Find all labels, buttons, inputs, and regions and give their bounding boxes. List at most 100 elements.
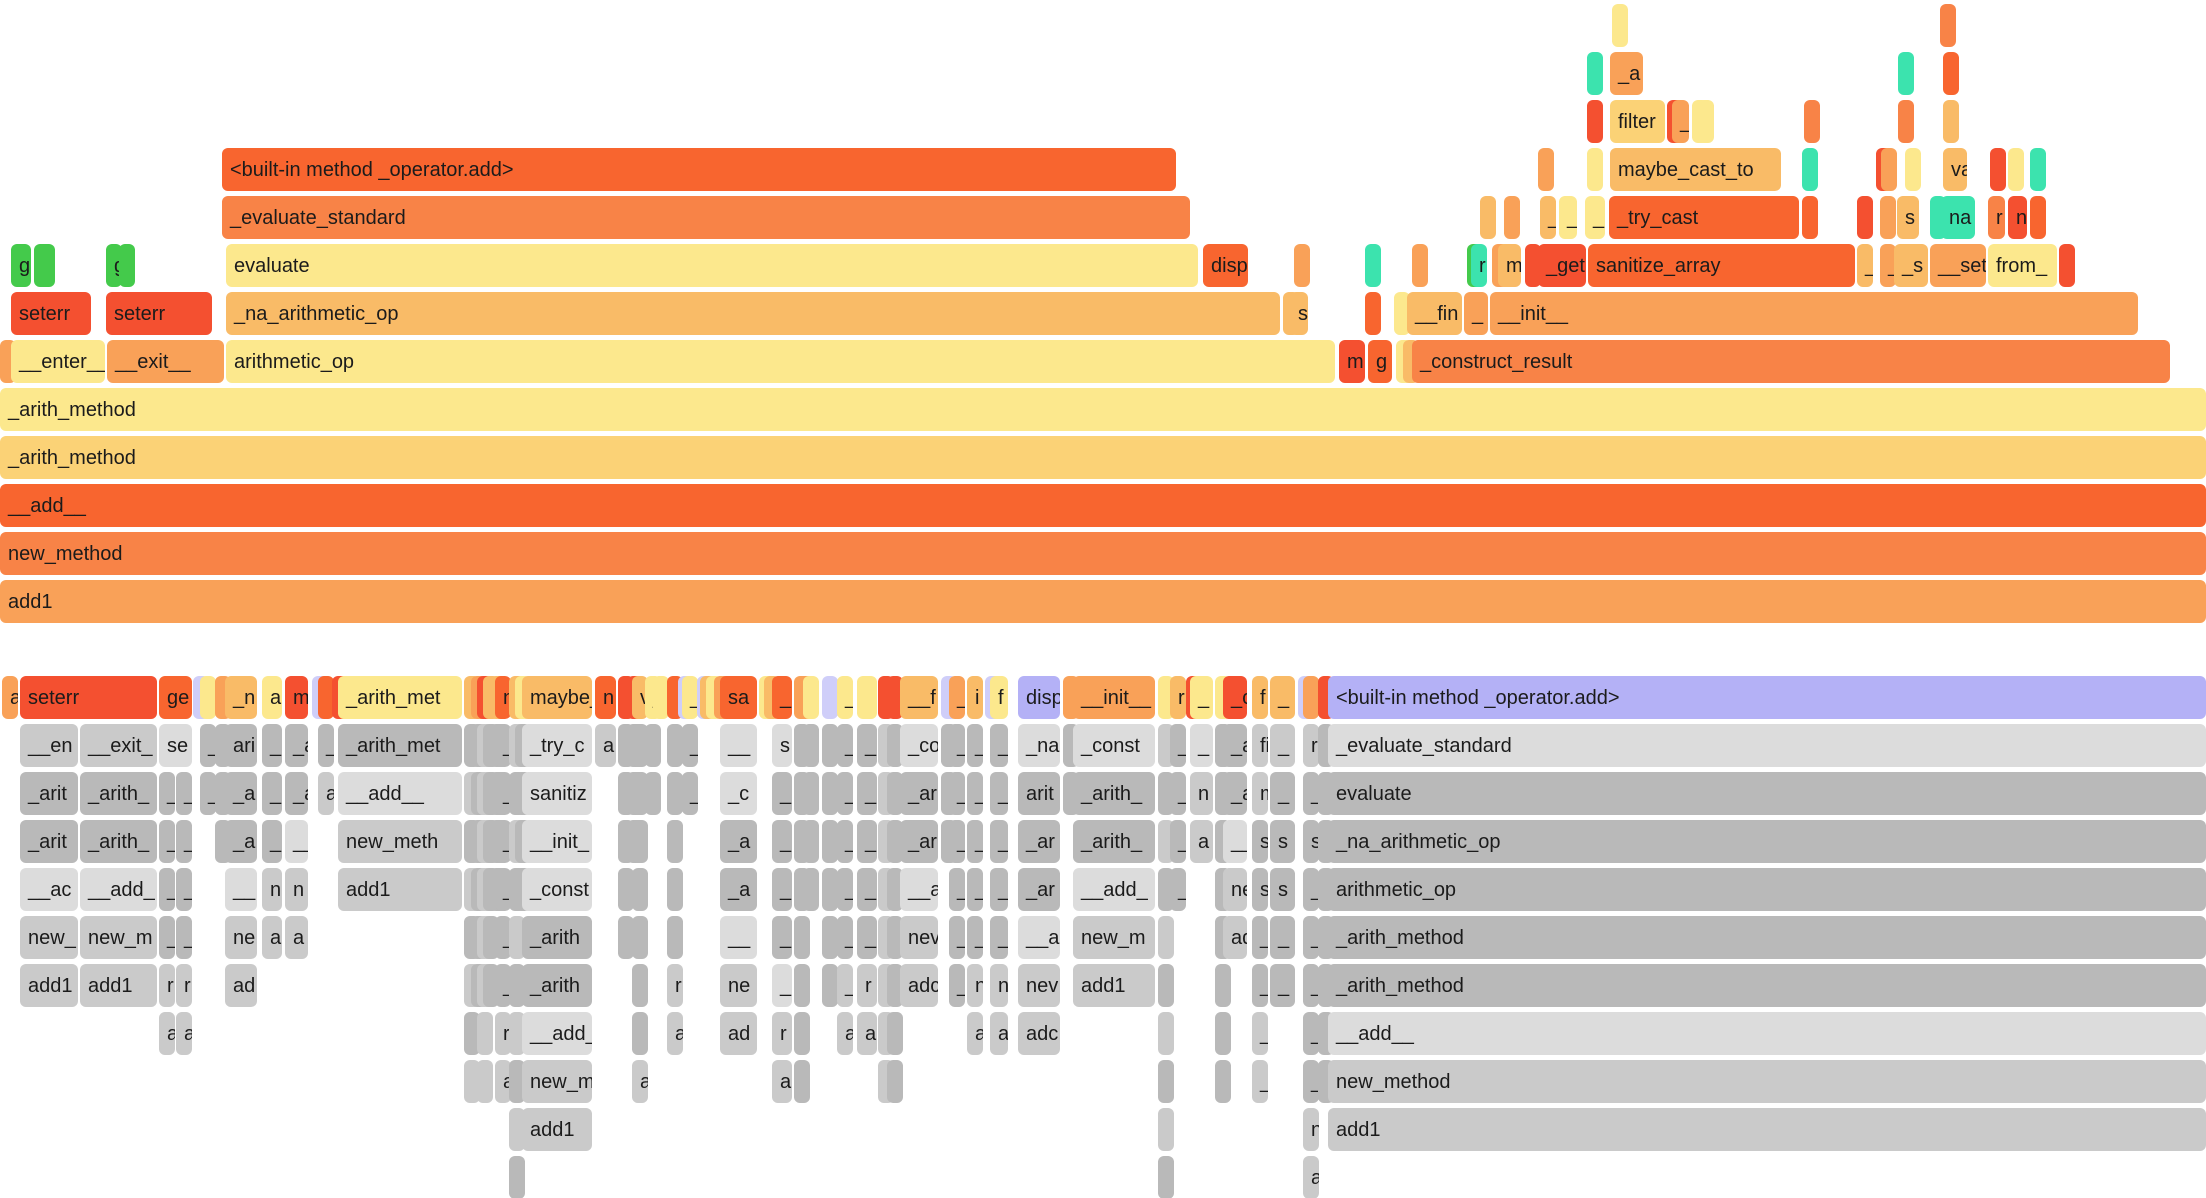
frame-sliver[interactable] (887, 868, 903, 911)
frame-a[interactable]: _a (225, 820, 257, 863)
frame-fin[interactable]: __fin (1407, 292, 1462, 335)
frame-a[interactable]: a (495, 1060, 511, 1103)
frame-sliver[interactable]: _ (990, 724, 1008, 767)
frame-sa[interactable]: sa (720, 676, 757, 719)
frame-sliver[interactable]: _ (772, 916, 792, 959)
frame-const[interactable]: _const (1073, 724, 1155, 767)
frame-sliver[interactable]: _ (837, 964, 853, 1007)
frame-new-meth[interactable]: new_meth (338, 820, 462, 863)
frame-sliver[interactable] (509, 1156, 525, 1198)
frame-sliver[interactable] (822, 820, 838, 863)
frame-add[interactable]: __add__ (0, 484, 2206, 527)
frame-sliver[interactable] (857, 676, 877, 719)
frame-sliver[interactable] (618, 868, 634, 911)
frame-sliver[interactable]: _ (682, 724, 698, 767)
frame-a[interactable]: a (2, 676, 18, 719)
frame-sanitize-array[interactable]: sanitize_array (1588, 244, 1855, 287)
frame-arithmetic-op[interactable]: arithmetic_op (226, 340, 1335, 383)
frame-ge[interactable]: ge (159, 676, 192, 719)
frame-sliver[interactable]: _ (990, 868, 1008, 911)
frame-sliver[interactable] (794, 1012, 810, 1055)
frame-sliver[interactable]: _ (682, 676, 698, 719)
frame-arit[interactable]: arit (1018, 772, 1060, 815)
frame-arith-method[interactable]: _arith_method (0, 436, 2206, 479)
frame-add1[interactable]: add1 (80, 964, 157, 1007)
frame-arith-met[interactable]: _arith_met (338, 676, 462, 719)
frame-seterr[interactable]: seterr (11, 292, 91, 335)
frame-sliver[interactable] (318, 676, 334, 719)
frame-new-m[interactable]: new_m (1073, 916, 1155, 959)
frame-a[interactable]: a (967, 1012, 983, 1055)
frame-sliver[interactable] (1587, 100, 1603, 143)
frame-sliver[interactable] (887, 820, 903, 863)
frame-m[interactable]: m (285, 676, 308, 719)
frame-sliver[interactable]: _ (949, 868, 965, 911)
frame-sliver[interactable] (887, 964, 903, 1007)
frame-sliver[interactable]: _ (1270, 916, 1295, 959)
frame-f[interactable]: f (990, 676, 1008, 719)
frame-sliver[interactable]: _ (857, 820, 877, 863)
frame-sliver[interactable] (803, 676, 819, 719)
frame-sliver[interactable] (1158, 1156, 1174, 1198)
frame-sliver[interactable] (887, 1012, 903, 1055)
frame-sliver[interactable]: _ (967, 868, 983, 911)
frame-sliver[interactable] (645, 772, 661, 815)
frame-sliver[interactable] (1943, 100, 1959, 143)
frame-sliver[interactable] (1881, 148, 1897, 191)
frame-r[interactable]: r (495, 1012, 511, 1055)
frame-sliver[interactable]: _ (262, 724, 282, 767)
frame-n[interactable]: _n (225, 676, 257, 719)
frame-a[interactable]: a (1303, 1156, 1319, 1198)
frame-sliver[interactable] (1504, 196, 1520, 239)
frame-set[interactable]: __set (1930, 244, 1986, 287)
frame-arith[interactable]: _arith_ (1073, 772, 1155, 815)
frame-s[interactable]: s (1252, 868, 1268, 911)
frame-arith-method[interactable]: _arith_method (1328, 964, 2206, 1007)
frame-sliver[interactable] (803, 772, 819, 815)
frame-ad[interactable]: ad (225, 964, 257, 1007)
frame-sliver[interactable] (794, 964, 810, 1007)
frame-sliver[interactable] (1525, 244, 1541, 287)
frame-sliver[interactable]: _ (772, 772, 792, 815)
frame-s[interactable]: s (1303, 820, 1319, 863)
frame-sliver[interactable]: _ (837, 772, 853, 815)
frame-s[interactable]: _s (1894, 244, 1928, 287)
frame-a[interactable]: a (837, 1012, 853, 1055)
frame-a[interactable]: a (262, 916, 282, 959)
frame-sliver[interactable] (2030, 148, 2046, 191)
frame-a[interactable]: _a (720, 868, 757, 911)
frame-exit[interactable]: __exit__ (107, 340, 224, 383)
frame-sliver[interactable]: _ (857, 916, 877, 959)
frame-init[interactable]: __init__ (1073, 676, 1155, 719)
frame-arith[interactable]: _arith (522, 916, 592, 959)
frame-r[interactable]: r (1471, 244, 1487, 287)
frame-sliver[interactable] (1587, 52, 1603, 95)
frame-sliver[interactable] (1804, 100, 1820, 143)
frame-sliver[interactable] (1880, 196, 1896, 239)
frame-m[interactable]: m (1498, 244, 1521, 287)
frame-sliver[interactable] (1294, 244, 1310, 287)
frame-sliver[interactable] (645, 724, 661, 767)
frame-sliver[interactable]: _ (772, 964, 792, 1007)
frame-na[interactable]: na (1941, 196, 1975, 239)
frame-s[interactable]: s (1290, 292, 1308, 335)
frame-sliver[interactable]: _ (176, 772, 192, 815)
frame-a[interactable]: _a (1223, 724, 1247, 767)
frame-ne[interactable]: ne (1223, 868, 1247, 911)
frame-sliver[interactable]: _ (857, 868, 877, 911)
frame-sliver[interactable] (1898, 52, 1914, 95)
frame-sliver[interactable]: _ (949, 772, 965, 815)
frame-ne[interactable]: ne (225, 916, 257, 959)
frame-nev[interactable]: nev (900, 916, 938, 959)
frame-init[interactable]: __init_ (522, 820, 592, 863)
frame-sliver[interactable]: _ (967, 916, 983, 959)
frame-arith-met[interactable]: _arith_met (338, 724, 462, 767)
frame-sliver[interactable]: _ (990, 820, 1008, 863)
frame-n[interactable]: n (262, 868, 282, 911)
frame-new-method[interactable]: new_method (0, 532, 2206, 575)
frame-sliver[interactable]: __ (720, 724, 757, 767)
frame-r[interactable]: r (176, 964, 192, 1007)
frame-r[interactable]: r (1170, 676, 1186, 719)
frame-ari[interactable]: ari (225, 724, 257, 767)
frame-filter[interactable]: filter (1610, 100, 1665, 143)
